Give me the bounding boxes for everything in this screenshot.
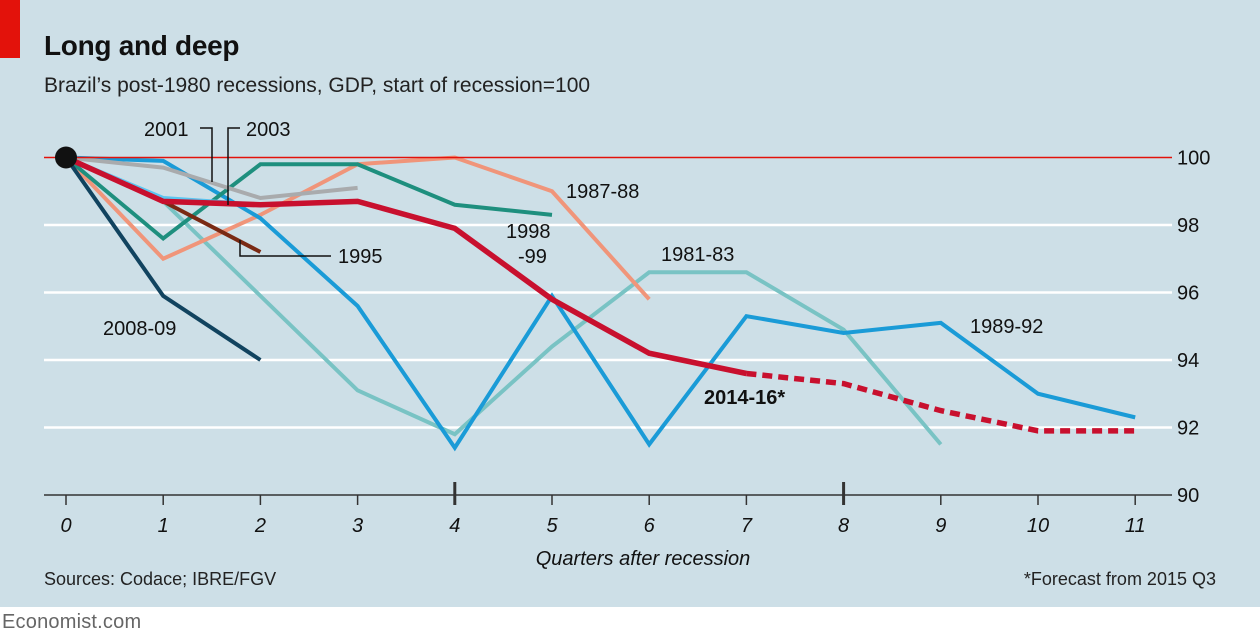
label-2014-16: 2014-16* [704, 387, 785, 409]
label-2003: 2003 [246, 119, 291, 141]
x-tick-label-0: 0 [60, 515, 71, 537]
chart-panel [0, 0, 1260, 607]
label-1981-83: 1981-83 [661, 244, 734, 266]
series-line-1998-99 [64, 155, 553, 242]
x-tick-label-5: 5 [546, 515, 558, 537]
x-tick-label-1: 1 [158, 515, 169, 537]
axes: 90 92 94 96 98 100 0 1 2 3 4 5 6 7 8 9 10 11 Quarters afte… [44, 148, 1210, 570]
x-tick-label-6: 6 [644, 515, 656, 537]
x-tick-label-9: 9 [935, 515, 946, 537]
label-2001: 2001 [144, 119, 189, 141]
leader-2003 [227, 127, 240, 205]
x-tick-label-4: 4 [449, 515, 460, 537]
x-tick-label-11: 11 [1125, 515, 1146, 537]
x-tick-label-10: 10 [1027, 515, 1049, 537]
series-labels: 2001 2003 1995 1987-88 1998 -99 1981-83 2008-09… [103, 119, 1043, 409]
label-2008-09: 2008-09 [103, 318, 176, 340]
forecast-footnote: *Forecast from 2015 Q3 [1023, 569, 1216, 589]
leader-1995 [239, 240, 331, 257]
series-line-2008-09 [64, 156, 262, 362]
sources-note: Sources: Codace; IBRE/FGV [44, 569, 277, 589]
chart-marks [44, 146, 1172, 169]
series-lines [64, 154, 1136, 452]
label-1987-88: 1987-88 [566, 181, 639, 203]
series-line-1989-92 [65, 155, 1136, 452]
x-tick-label-8: 8 [838, 515, 849, 537]
economist-brand: Economist.com [2, 611, 142, 633]
brand-red-tab [0, 0, 20, 58]
y-tick-label-94: 94 [1177, 350, 1199, 372]
label-1989-92: 1989-92 [970, 316, 1043, 338]
x-tick-label-2: 2 [254, 515, 266, 537]
chart-subtitle: Brazil’s post-1980 recessions, GDP, star… [44, 74, 591, 97]
y-tick-label-100: 100 [1177, 148, 1210, 170]
series-line-2001 [65, 155, 358, 201]
y-tick-label-90: 90 [1177, 485, 1199, 507]
series-line-2014-16 [64, 154, 747, 377]
chart-title: Long and deep [44, 30, 240, 61]
y-tick-label-92: 92 [1177, 418, 1199, 440]
x-tick-label-3: 3 [352, 515, 363, 537]
x-axis-title: Quarters after recession [536, 548, 751, 570]
start-point-dot [55, 146, 77, 169]
series-line-1981-83 [65, 155, 943, 446]
grid-lines [44, 223, 1172, 429]
leader-2001 [200, 127, 213, 182]
y-tick-label-98: 98 [1177, 215, 1199, 237]
series-line-1995 [162, 199, 262, 254]
series-forecast-2014-16 [746, 370, 1136, 434]
y-tick-label-96: 96 [1177, 283, 1199, 305]
label-1998-99-line2: -99 [518, 246, 547, 268]
label-1998-99-line1: 1998 [506, 221, 551, 243]
x-tick-label-7: 7 [741, 515, 753, 537]
label-1995: 1995 [338, 246, 383, 268]
